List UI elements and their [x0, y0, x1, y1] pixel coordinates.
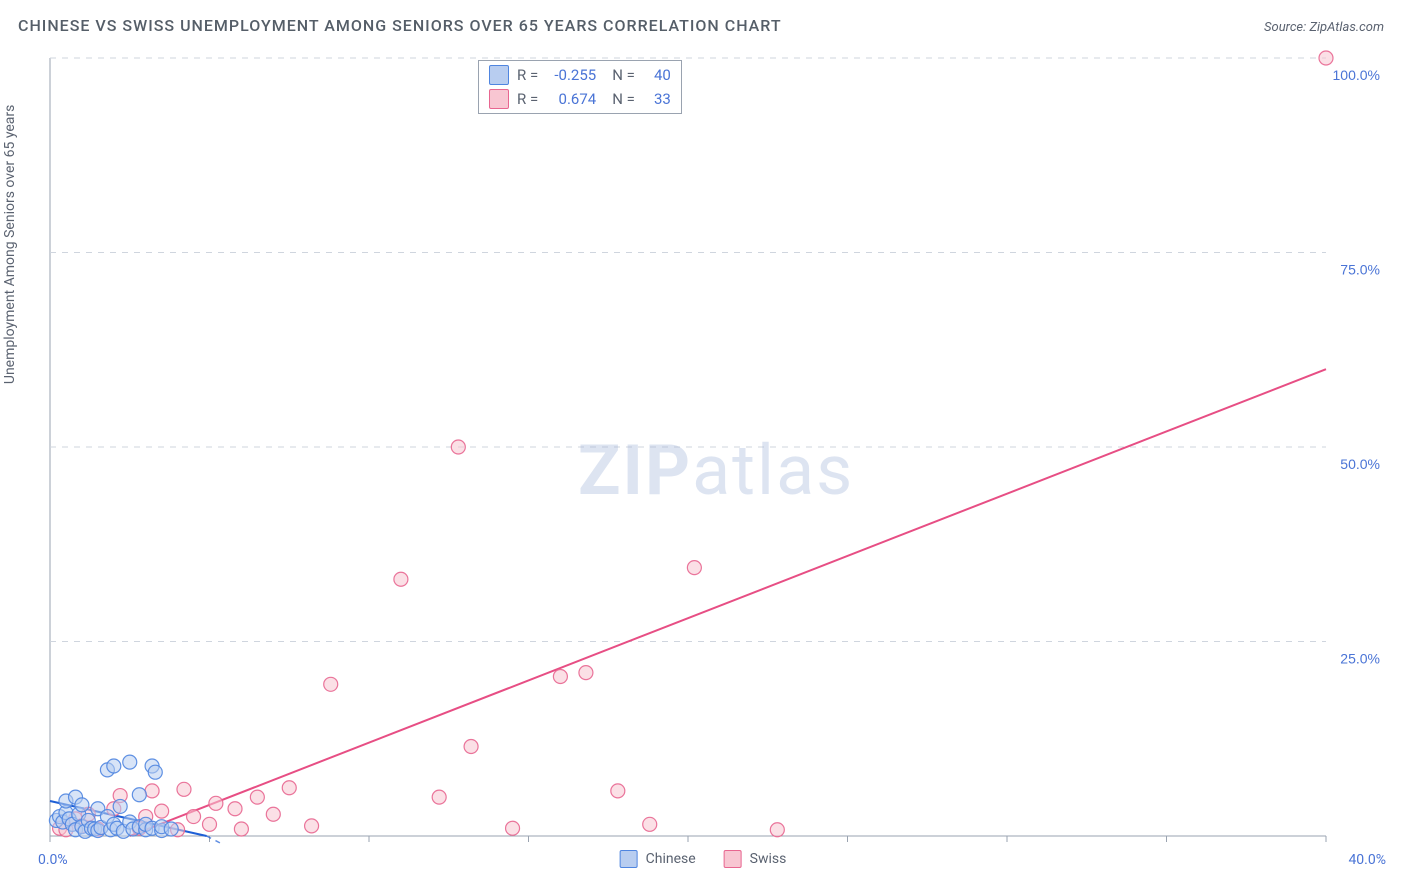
- source-name: ZipAtlas.com: [1309, 20, 1384, 35]
- x-axis-max-label: 40.0%: [1348, 852, 1386, 868]
- source-label: Source:: [1264, 20, 1306, 35]
- legend-label-chinese: Chinese: [646, 851, 696, 867]
- svg-text:50.0%: 50.0%: [1340, 456, 1380, 472]
- legend-label-swiss: Swiss: [750, 851, 787, 867]
- svg-text:75.0%: 75.0%: [1340, 262, 1380, 278]
- bottom-legend: Chinese Swiss: [620, 850, 787, 868]
- n-label: N =: [612, 66, 635, 84]
- swiss-n-value: 33: [643, 90, 671, 108]
- x-axis-min-label: 0.0%: [38, 852, 68, 868]
- svg-text:100.0%: 100.0%: [1333, 67, 1380, 83]
- scatter-chart-svg: 25.0% 50.0% 75.0% 100.0%: [48, 50, 1386, 844]
- legend-item-swiss[interactable]: Swiss: [724, 850, 787, 868]
- chart-title: CHINESE VS SWISS UNEMPLOYMENT AMONG SENI…: [18, 16, 782, 35]
- source-attribution: Source: ZipAtlas.com: [1264, 20, 1384, 35]
- plot-area: 25.0%50.0%75.0%100.0% ZIPatlas R = -0.25…: [48, 50, 1386, 844]
- chinese-r-value: -0.255: [546, 66, 596, 84]
- stats-legend-box: R = -0.255 N = 40 R = 0.674 N = 33: [478, 60, 682, 114]
- chinese-swatch-icon: [620, 850, 638, 868]
- stats-row-chinese: R = -0.255 N = 40: [479, 63, 681, 87]
- swiss-swatch-icon: [489, 89, 509, 109]
- n-label: N =: [612, 90, 635, 108]
- r-label: R =: [517, 66, 538, 84]
- chinese-n-value: 40: [643, 66, 671, 84]
- legend-item-chinese[interactable]: Chinese: [620, 850, 696, 868]
- swiss-swatch-icon: [724, 850, 742, 868]
- chinese-swatch-icon: [489, 65, 509, 85]
- svg-text:25.0%: 25.0%: [1340, 651, 1380, 667]
- r-label: R =: [517, 90, 538, 108]
- stats-row-swiss: R = 0.674 N = 33: [479, 87, 681, 111]
- y-axis-label: Unemployment Among Seniors over 65 years: [2, 105, 18, 385]
- swiss-r-value: 0.674: [546, 90, 596, 108]
